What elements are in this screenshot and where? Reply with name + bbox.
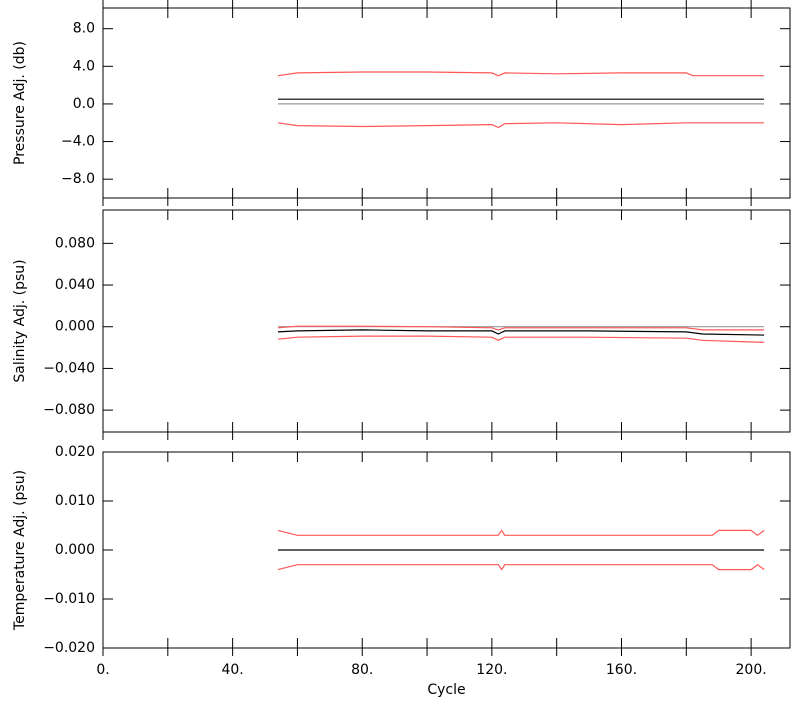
y-tick-label: 0.020 <box>55 444 95 460</box>
y-tick-label: 4.0 <box>73 58 95 74</box>
x-tick-label: 200. <box>736 662 767 678</box>
data-line <box>277 325 765 331</box>
y-tick-label: −0.080 <box>43 402 95 418</box>
data-line <box>277 335 765 343</box>
plot-frame <box>102 209 791 433</box>
y-tick-label: 0.000 <box>55 319 95 335</box>
y-axis-label: Temperature Adj. (psu) <box>12 470 28 631</box>
plot-frame <box>102 7 791 199</box>
y-axis-label: Salinity Adj. (psu) <box>12 259 28 382</box>
y-tick-label: −4.0 <box>61 134 95 150</box>
y-tick-label: −0.040 <box>43 360 95 376</box>
data-line <box>277 329 765 336</box>
x-tick-label: 80. <box>351 662 373 678</box>
data-line <box>277 71 765 77</box>
y-tick-label: −0.020 <box>43 640 95 656</box>
x-tick-label: 40. <box>221 662 243 678</box>
x-tick-label: 120. <box>476 662 507 678</box>
y-axis-label: Pressure Adj. (db) <box>12 41 28 165</box>
data-line <box>277 563 765 571</box>
y-tick-label: 0.040 <box>55 277 95 293</box>
data-line <box>277 529 765 537</box>
x-tick-label: 160. <box>606 662 637 678</box>
y-tick-label: −0.010 <box>43 591 95 607</box>
y-tick-label: 8.0 <box>73 21 95 37</box>
x-tick-label: 0. <box>96 662 109 678</box>
y-tick-label: −8.0 <box>61 171 95 187</box>
data-line <box>277 122 765 129</box>
y-tick-label: 0.080 <box>55 235 95 251</box>
y-tick-label: 0.010 <box>55 493 95 509</box>
y-tick-label: 0.000 <box>55 542 95 558</box>
y-tick-label: 0.0 <box>73 96 95 112</box>
x-axis-label: Cycle <box>427 682 465 698</box>
